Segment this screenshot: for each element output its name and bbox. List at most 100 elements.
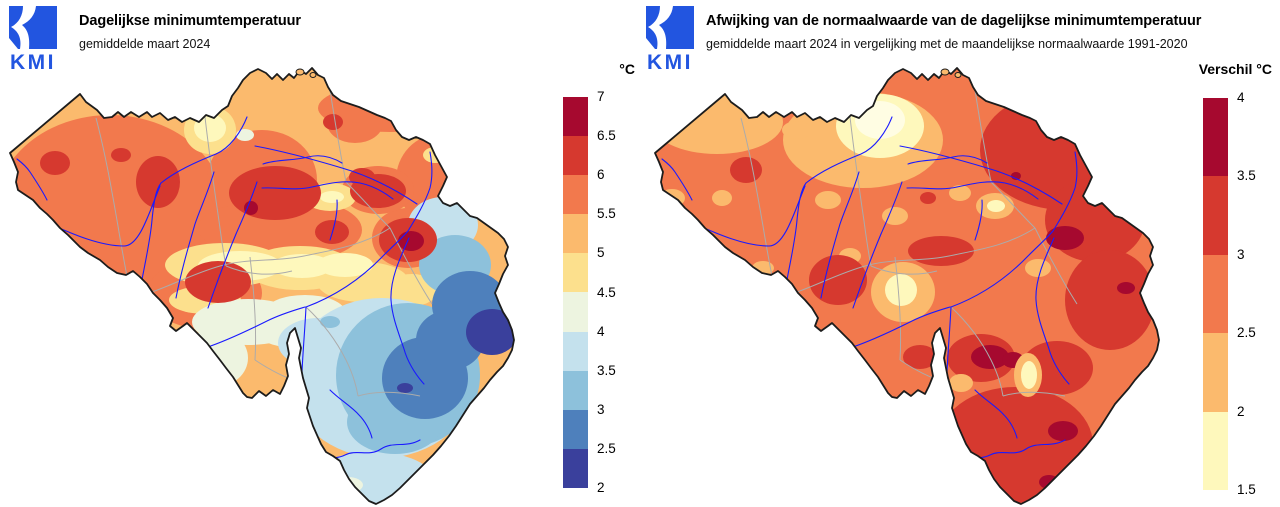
region-blob-pale_green (182, 329, 248, 387)
legend-tick-label: 2.5 (1237, 325, 1256, 341)
legend-bin (563, 331, 588, 371)
region-blob-dark_red (244, 201, 258, 215)
region-blob-cream (855, 101, 905, 139)
region-group-pale_yellow (1021, 361, 1037, 389)
legend-tick-label: 4 (1237, 90, 1245, 105)
region-blob-light_orange (1025, 259, 1051, 277)
region-blob-dark_blue (466, 309, 514, 355)
region-blob-dark_red (1046, 226, 1084, 250)
region-blob-light_orange (1062, 470, 1084, 484)
legend-tick-label: 7 (597, 89, 605, 104)
region-blob-light_orange (882, 207, 908, 225)
logo-text: KMI (647, 51, 693, 73)
region-blob-dark_blue (397, 383, 413, 393)
region-blob-pale_green (236, 129, 254, 141)
region-blob-pale_yellow (1021, 361, 1037, 389)
map-subtitle-left: gemiddelde maart 2024 (79, 37, 211, 51)
map-title-left: Dagelijkse minimumtemperatuur (79, 13, 301, 29)
logo-swoosh (11, 6, 36, 49)
map-subtitle-right: gemiddelde maart 2024 in vergelijking me… (706, 37, 1188, 51)
region-blob-light_orange (712, 190, 732, 206)
region-blob-light_orange (949, 185, 971, 201)
region-blob-red (920, 192, 936, 204)
legend-tick-label: 2 (1237, 403, 1245, 419)
map-regions (655, 68, 1159, 504)
map-title-right: Afwijking van de normaalwaarde van de da… (706, 13, 1202, 29)
logo-swoosh (648, 6, 673, 49)
region-blob-red (809, 255, 867, 305)
region-group-pale_yellow (194, 114, 373, 281)
logo-corner (9, 38, 18, 49)
region-group-cream (855, 101, 905, 139)
region-blob-dark_red (1048, 421, 1078, 441)
kmi-logo: KMI (646, 6, 694, 73)
region-blob-red (903, 345, 937, 369)
legend-bin (563, 97, 588, 137)
country-outline (9, 67, 515, 505)
logo-text: KMI (10, 51, 56, 73)
legend-tick-label: 5.5 (597, 206, 616, 222)
legend-tick-label: 1.5 (1237, 482, 1256, 497)
region-blob-mid_blue (320, 316, 340, 328)
region-blob-pale_yellow (987, 200, 1005, 212)
region-blob-light_orange (782, 121, 812, 139)
legend-bin (1203, 333, 1228, 412)
legend-tick-label: 4 (597, 323, 605, 339)
legend-bin (563, 253, 588, 293)
region-blob-pale_yellow (194, 114, 226, 142)
legend-bin (1203, 254, 1228, 334)
region-blob-dark_red (1117, 282, 1135, 294)
legend-bin (1203, 411, 1228, 490)
region-blob-pale_yellow (317, 253, 373, 277)
region-blob-red (1065, 250, 1155, 350)
logo-corner (646, 38, 655, 49)
region-blob-orange (327, 103, 383, 143)
rivers (661, 116, 1078, 461)
legend-title-left: °C (619, 61, 635, 77)
region-blob-red (229, 166, 321, 220)
kmi-logo: KMI (9, 6, 57, 73)
legend-tick-label: 3 (1237, 246, 1245, 262)
legend-bin (563, 136, 588, 176)
legend-bin (563, 409, 588, 449)
country-outline (654, 67, 1160, 505)
region-blob-red (185, 261, 251, 303)
baarle-hertog-exclave (295, 68, 305, 76)
region-blob-red (40, 151, 70, 175)
legend-bin (563, 292, 588, 332)
region-blob-light_orange (1082, 448, 1106, 464)
region-blob-red (136, 156, 180, 208)
legend-bin (563, 214, 588, 254)
region-group-dark_red (244, 201, 424, 251)
legend-tick-label: 2 (597, 480, 605, 495)
belgium-temperature-map (9, 67, 515, 505)
legend-title-right: Verschil °C (1198, 61, 1272, 77)
belgium-anomaly-map (654, 67, 1160, 505)
region-blob-red (937, 387, 1093, 503)
region-blob-blue (416, 310, 484, 370)
region-blob-light_orange (815, 191, 841, 209)
legend-tick-label: 3.5 (1237, 168, 1256, 184)
legend-tick-label: 5 (597, 245, 605, 261)
legend-bin (563, 448, 588, 488)
temperature-legend: 7 6.5 6 5.5 5 4.5 4 3.5 3 2.5 2 (563, 89, 616, 495)
region-blob-red (111, 148, 131, 162)
legend-bin (1203, 98, 1228, 177)
legend-tick-label: 3.5 (597, 362, 616, 378)
legend-bin (563, 370, 588, 410)
region-blob-pale_gold (386, 274, 438, 306)
legend-tick-label: 6.5 (597, 128, 616, 144)
legend-tick-label: 4.5 (597, 284, 616, 300)
baarle-hertog-exclave (309, 72, 317, 78)
region-blob-red (730, 157, 762, 183)
region-blob-red (323, 114, 343, 130)
baarle-hertog-exclave (940, 68, 950, 76)
legend-bin (1203, 176, 1228, 255)
region-blob-light_orange (949, 374, 973, 392)
region-group-dark_blue (397, 309, 514, 393)
region-blob-light_blue (310, 452, 434, 504)
legend-tick-label: 2.5 (597, 440, 616, 456)
region-blob-red (908, 236, 974, 266)
region-blob-pale_yellow (320, 191, 344, 203)
